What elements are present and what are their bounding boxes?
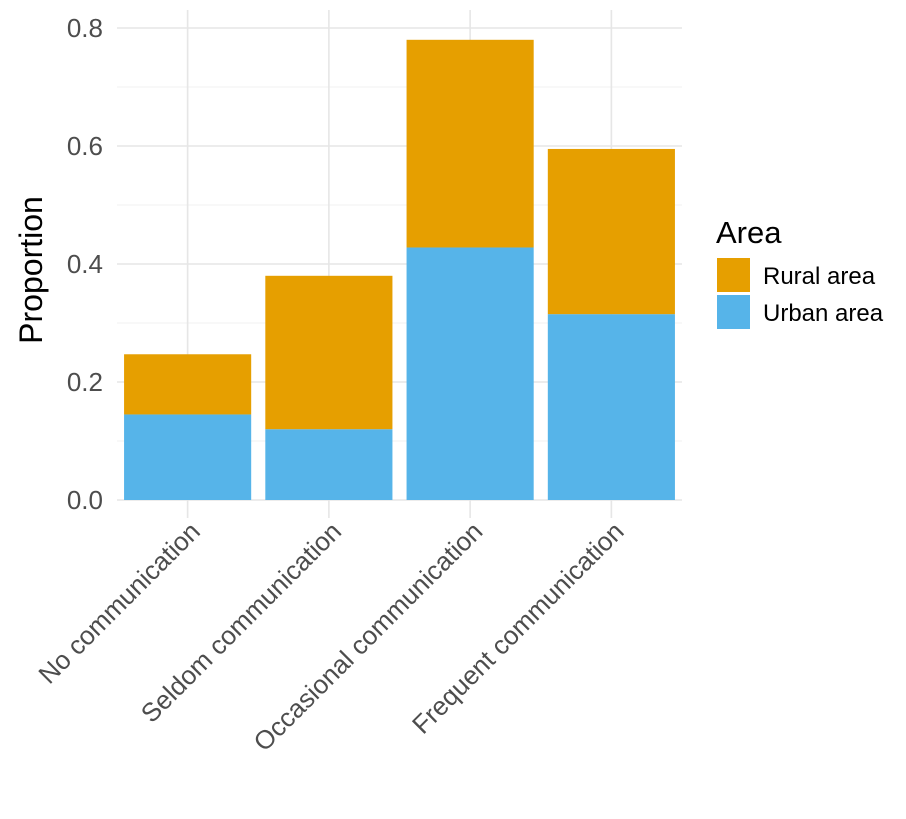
bar-rural-area: [124, 354, 252, 415]
legend-label-urban: Urban area: [763, 300, 884, 327]
bar-urban-area: [547, 314, 675, 500]
x-tick-label: Occasional communication: [247, 516, 488, 757]
y-tick-label: 0.2: [67, 367, 103, 397]
legend-swatch-urban: [717, 295, 750, 329]
bar-rural-area: [547, 148, 675, 315]
y-axis-ticks: 0.0 0.2 0.4 0.6 0.8: [67, 13, 103, 515]
bar-urban-area: [406, 247, 534, 500]
y-tick-label: 0.6: [67, 131, 103, 161]
legend: Area Rural area Urban area: [716, 215, 884, 329]
legend-swatch-rural: [717, 258, 750, 292]
y-tick-label: 0.0: [67, 485, 103, 515]
bars: [124, 39, 675, 500]
bar-rural-area: [406, 39, 534, 248]
y-tick-label: 0.4: [67, 249, 103, 279]
bar-rural-area: [265, 275, 393, 430]
y-tick-label: 0.8: [67, 13, 103, 43]
legend-label-rural: Rural area: [763, 263, 876, 290]
bar-urban-area: [124, 414, 252, 500]
y-axis-label: Proportion: [13, 196, 49, 344]
legend-title: Area: [716, 215, 782, 250]
bar-urban-area: [265, 429, 393, 500]
